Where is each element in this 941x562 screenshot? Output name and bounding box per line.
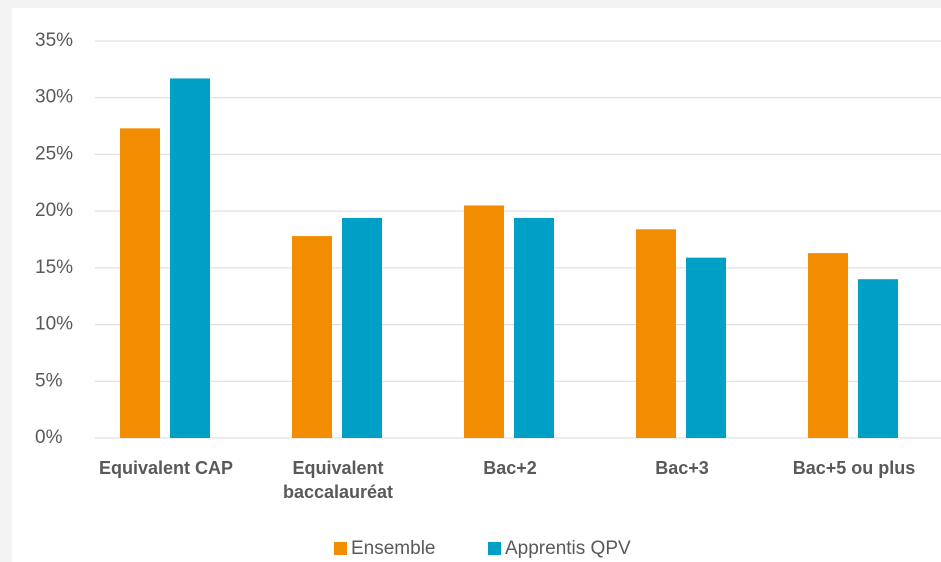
legend-label: Apprentis QPV <box>505 538 631 559</box>
legend-swatch <box>488 542 501 555</box>
y-tick-label: 10% <box>35 314 73 335</box>
x-tick-label: Equivalent baccalauréat <box>282 458 394 502</box>
bar <box>808 253 848 438</box>
bar <box>464 205 504 438</box>
bar <box>292 236 332 438</box>
legend-label: Ensemble <box>351 538 436 559</box>
y-tick-label: 30% <box>35 87 73 108</box>
bar <box>514 217 554 438</box>
legend-swatch <box>334 542 347 555</box>
bar <box>342 217 382 438</box>
x-tick-label: Equivalent CAP <box>98 458 234 478</box>
bar <box>686 257 726 438</box>
bar <box>170 78 210 438</box>
bar <box>858 279 898 438</box>
bar <box>120 128 160 438</box>
x-tick-label: Bac+2 <box>483 458 537 478</box>
y-tick-label: 25% <box>35 143 73 164</box>
x-tick-label: Bac+3 <box>655 458 709 478</box>
bar <box>636 229 676 438</box>
y-tick-label: 35% <box>35 30 73 51</box>
y-tick-label: 0% <box>35 427 63 448</box>
x-tick-label: Bac+5 ou plus <box>792 458 916 478</box>
y-tick-label: 5% <box>35 370 63 391</box>
y-tick-label: 15% <box>35 257 73 278</box>
y-tick-label: 20% <box>35 200 73 221</box>
